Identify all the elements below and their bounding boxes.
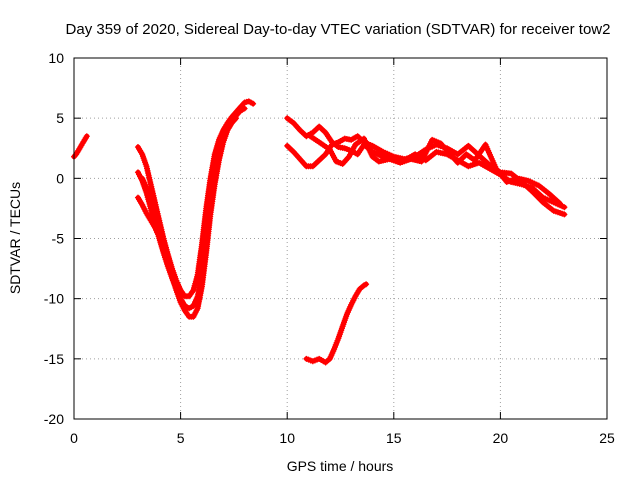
- x-tick-label: 20: [493, 430, 509, 446]
- data-point: [561, 211, 568, 218]
- series-seg8: [305, 132, 564, 207]
- tick-marks: [73, 57, 608, 420]
- data-point: [250, 100, 257, 107]
- data-point: [561, 204, 568, 211]
- x-tick-label: 25: [599, 430, 615, 446]
- y-tick-label: -5: [52, 231, 65, 247]
- x-tick-label: 15: [386, 430, 402, 446]
- data-point: [154, 229, 161, 236]
- tick-labels: 0 5 10 15 20 25 -20 -15 -10 -5 0 5 10: [44, 50, 615, 446]
- chart-title: Day 359 of 2020, Sidereal Day-to-day VTE…: [66, 21, 611, 38]
- x-tick-label: 10: [279, 430, 295, 446]
- data-point: [363, 281, 370, 288]
- y-tick-label: -20: [44, 411, 64, 427]
- y-axis-label: SDTVAR / TECUs: [7, 182, 23, 294]
- data-point: [83, 133, 90, 140]
- y-tick-label: -10: [44, 291, 64, 307]
- data-point: [233, 115, 240, 122]
- data-layer: [71, 98, 568, 366]
- series-seg2: [134, 98, 257, 300]
- data-point: [241, 105, 248, 112]
- series-seg4: [139, 115, 240, 320]
- y-tick-label: 5: [56, 110, 64, 126]
- series-seg7: [284, 133, 568, 218]
- x-tick-label: 5: [177, 430, 185, 446]
- grid: [74, 58, 607, 419]
- plot-frame: [73, 57, 608, 420]
- series-seg6: [284, 115, 568, 211]
- series-seg1: [71, 133, 90, 160]
- y-tick-label: -15: [44, 351, 64, 367]
- series-trace: [135, 98, 256, 299]
- y-tick-label: 10: [48, 50, 64, 66]
- x-tick-label: 0: [70, 430, 78, 446]
- series-seg5: [134, 194, 161, 236]
- x-axis-label: GPS time / hours: [287, 458, 394, 474]
- y-tick-label: 0: [56, 170, 64, 186]
- data-point: [557, 200, 564, 207]
- series-seg9: [303, 281, 370, 366]
